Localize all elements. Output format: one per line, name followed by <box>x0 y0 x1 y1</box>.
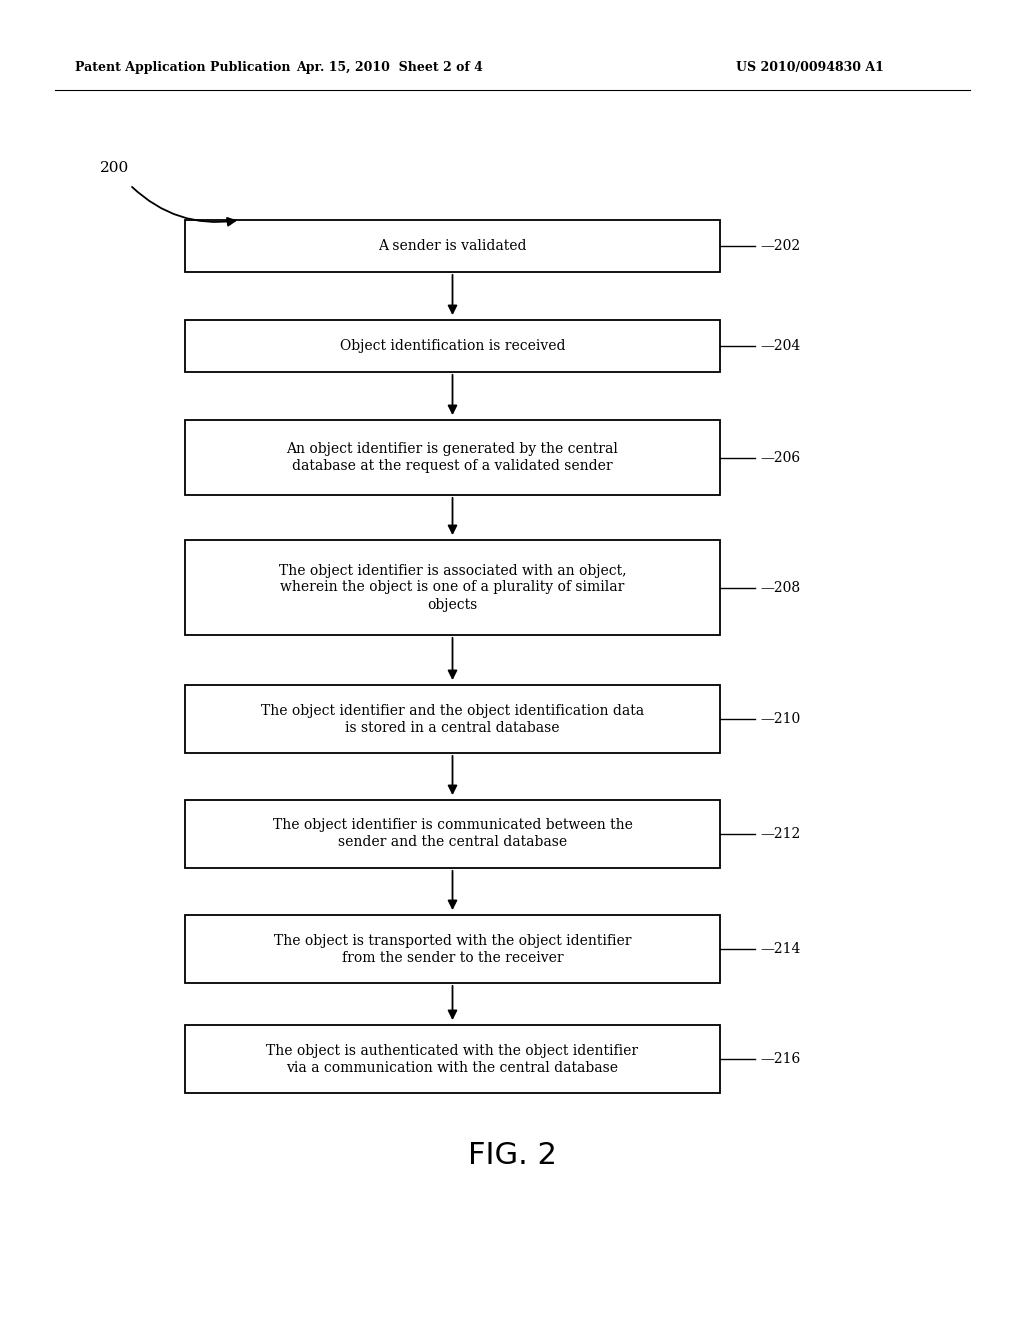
Text: wherein the object is one of a plurality of similar: wherein the object is one of a plurality… <box>281 581 625 594</box>
Text: A sender is validated: A sender is validated <box>378 239 526 253</box>
Text: 200: 200 <box>100 161 129 176</box>
Text: sender and the central database: sender and the central database <box>338 836 567 850</box>
Text: FIG. 2: FIG. 2 <box>468 1140 556 1170</box>
Bar <box>185 540 720 635</box>
Text: —212: —212 <box>760 828 800 841</box>
Text: —216: —216 <box>760 1052 800 1067</box>
Text: is stored in a central database: is stored in a central database <box>345 721 560 734</box>
Bar <box>185 800 720 869</box>
Bar <box>185 1026 720 1093</box>
Text: —204: —204 <box>760 339 800 352</box>
Text: An object identifier is generated by the central: An object identifier is generated by the… <box>287 442 618 455</box>
Text: —202: —202 <box>760 239 800 253</box>
Text: from the sender to the receiver: from the sender to the receiver <box>342 950 563 965</box>
Text: Object identification is received: Object identification is received <box>340 339 565 352</box>
Text: database at the request of a validated sender: database at the request of a validated s… <box>292 459 612 473</box>
Text: —210: —210 <box>760 711 800 726</box>
Text: Apr. 15, 2010  Sheet 2 of 4: Apr. 15, 2010 Sheet 2 of 4 <box>297 62 483 74</box>
Bar <box>185 220 720 272</box>
Text: The object identifier and the object identification data: The object identifier and the object ide… <box>261 704 644 718</box>
Text: via a communication with the central database: via a communication with the central dat… <box>287 1060 618 1074</box>
Text: —208: —208 <box>760 581 800 594</box>
Bar <box>185 685 720 752</box>
Bar <box>185 420 720 495</box>
Bar <box>185 915 720 983</box>
Text: objects: objects <box>427 598 477 611</box>
Bar <box>185 319 720 372</box>
Text: —206: —206 <box>760 450 800 465</box>
Text: —214: —214 <box>760 942 801 956</box>
Text: The object identifier is associated with an object,: The object identifier is associated with… <box>279 564 627 578</box>
Text: The object identifier is communicated between the: The object identifier is communicated be… <box>272 818 633 833</box>
Text: US 2010/0094830 A1: US 2010/0094830 A1 <box>736 62 884 74</box>
Text: Patent Application Publication: Patent Application Publication <box>75 62 291 74</box>
FancyArrowPatch shape <box>132 187 236 226</box>
Text: The object is transported with the object identifier: The object is transported with the objec… <box>273 933 631 948</box>
Text: The object is authenticated with the object identifier: The object is authenticated with the obj… <box>266 1044 639 1057</box>
